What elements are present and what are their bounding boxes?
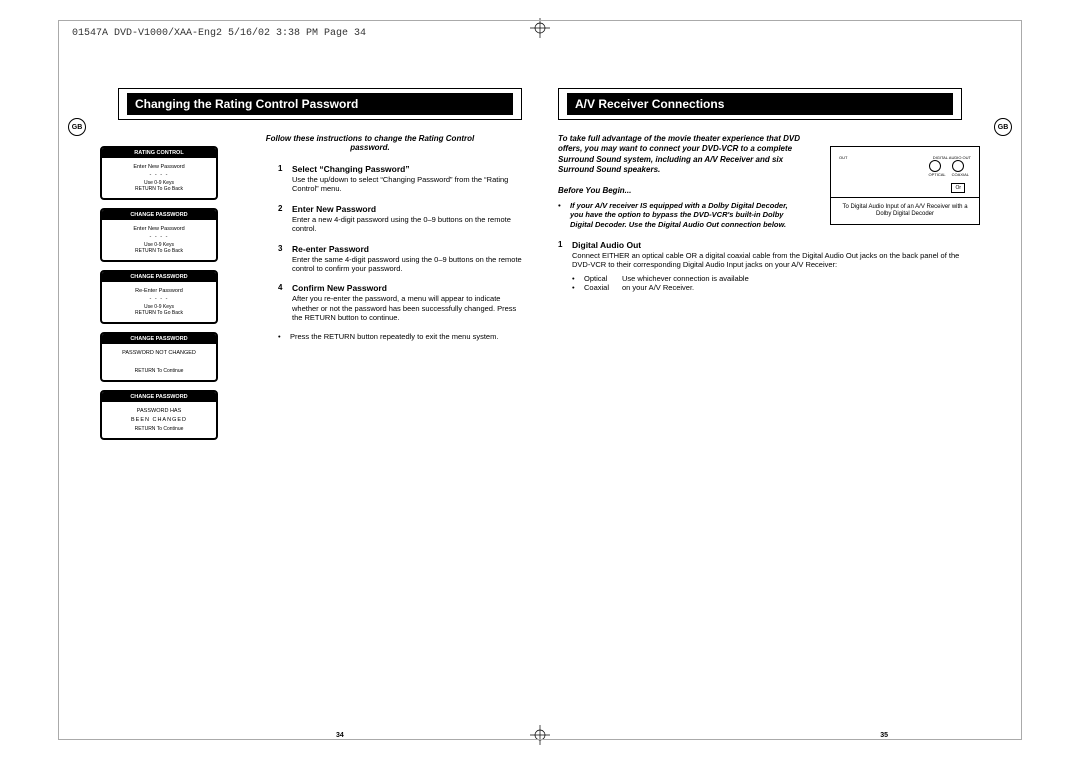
screen-5-header: CHANGE PASSWORD [102,392,216,402]
bullet-dot-icon: • [572,283,584,292]
or-label: Or [951,183,965,193]
step-3: 3 Re-enter Password Enter the same 4-dig… [278,244,522,274]
gb-badge-right: GB [994,118,1012,136]
optical-jack-icon [929,160,941,172]
right-step-1: 1 Digital Audio Out Connect EITHER an op… [558,240,962,292]
optical-label: Optical [584,274,622,283]
connection-sublist: • Optical Use whichever connection is av… [572,274,962,292]
step-3-text: Enter the same 4-digit password using th… [292,255,522,274]
left-title: Changing the Rating Control Password [127,93,513,115]
step-4: 4 Confirm New Password After you re-ente… [278,283,522,322]
step-1-text: Use the up/down to select “Changing Pass… [292,175,522,194]
right-bullet-para: • If your A/V receiver IS equipped with … [558,201,802,230]
left-steps: 1 Select “Changing Password” Use the up/… [278,164,522,341]
left-column: Changing the Rating Control Password Fol… [100,88,540,723]
screen-1: RATING CONTROL Enter New Password - - - … [100,146,218,200]
right-steps: 1 Digital Audio Out Connect EITHER an op… [558,240,962,292]
screen-2-header: CHANGE PASSWORD [102,210,216,220]
right-title: A/V Receiver Connections [567,93,953,115]
gb-badge-left: GB [68,118,86,136]
step-4-text: After you re-enter the password, a menu … [292,294,522,322]
coaxial-text: on your A/V Receiver. [622,283,694,292]
optical-jack-label: OPTICAL [929,172,946,177]
page-number-left: 34 [336,732,344,739]
screen-3-dashes: - - - - [106,296,212,302]
screen-1-foot2: RETURN To Go Back [106,186,212,192]
av-diagram-top: OUT DIGITAL AUDIO OUT OPTICAL COAXIAL Or [831,147,979,198]
left-bullet-text: Press the RETURN button repeatedly to ex… [290,332,498,341]
optical-text: Use whichever connection is available [622,274,749,283]
step-3-num: 3 [278,244,292,274]
step-4-num: 4 [278,283,292,322]
step-2-num: 2 [278,204,292,234]
screen-4: CHANGE PASSWORD PASSWORD NOT CHANGED RET… [100,332,218,382]
screen-2-foot2: RETURN To Go Back [106,248,212,254]
right-step-1-num: 1 [558,240,572,292]
screen-2-mid: Enter New Password [106,226,212,232]
step-1-num: 1 [278,164,292,194]
right-column: A/V Receiver Connections To take full ad… [540,88,980,723]
jack-row: OPTICAL COAXIAL [835,160,975,177]
screen-3-foot2: RETURN To Go Back [106,310,212,316]
step-4-title: Confirm New Password [292,283,522,293]
diagram-caption: To Digital Audio Input of an A/V Receive… [831,198,979,224]
coaxial-jack-icon [952,160,964,172]
screen-5: CHANGE PASSWORD PASSWORD HAS BEEN CHANGE… [100,390,218,440]
screen-5-dashes: BEEN CHANGED [106,417,212,423]
before-you-begin: Before You Begin... [558,186,802,195]
screen-2: CHANGE PASSWORD Enter New Password - - -… [100,208,218,262]
right-intro: To take full advantage of the movie thea… [558,134,802,176]
screen-3-mid: Re-Enter Password [106,288,212,294]
screen-4-foot2: RETURN To Continue [106,368,212,374]
content-area: Changing the Rating Control Password Fol… [100,88,980,723]
bullet-dot-icon: • [572,274,584,283]
screen-4-header: CHANGE PASSWORD [102,334,216,344]
bullet-dot-icon: • [558,201,570,230]
right-bullet-text: If your A/V receiver IS equipped with a … [570,201,802,230]
screen-2-dashes: - - - - [106,234,212,240]
page-number-right: 35 [880,732,888,739]
screen-3: CHANGE PASSWORD Re-Enter Password - - - … [100,270,218,324]
screens-column: RATING CONTROL Enter New Password - - - … [100,146,240,448]
screen-3-header: CHANGE PASSWORD [102,272,216,282]
step-1-title: Select “Changing Password” [292,164,522,174]
screen-1-dashes: - - - - [106,172,212,178]
screen-1-mid: Enter New Password [106,164,212,170]
screen-1-header: RATING CONTROL [102,148,216,158]
step-1: 1 Select “Changing Password” Use the up/… [278,164,522,194]
step-2-text: Enter a new 4-digit password using the 0… [292,215,522,234]
screen-4-mid: PASSWORD NOT CHANGED [106,350,212,356]
left-bullet: • Press the RETURN button repeatedly to … [278,332,522,341]
right-step-1-title: Digital Audio Out [572,240,962,250]
coaxial-jack-label: COAXIAL [952,172,969,177]
step-2: 2 Enter New Password Enter a new 4-digit… [278,204,522,234]
bullet-dot: • [278,332,290,341]
step-3-title: Re-enter Password [292,244,522,254]
screen-5-foot2: RETURN To Continue [106,426,212,432]
av-diagram: OUT DIGITAL AUDIO OUT OPTICAL COAXIAL Or [830,146,980,225]
step-2-title: Enter New Password [292,204,522,214]
right-text-block: To take full advantage of the movie thea… [558,134,802,230]
left-title-box: Changing the Rating Control Password [118,88,522,120]
right-step-1-text: Connect EITHER an optical cable OR a dig… [572,251,962,270]
diagram-out-label: OUT [839,155,847,160]
coaxial-label: Coaxial [584,283,622,292]
screen-5-mid: PASSWORD HAS [106,408,212,414]
right-title-box: A/V Receiver Connections [558,88,962,120]
